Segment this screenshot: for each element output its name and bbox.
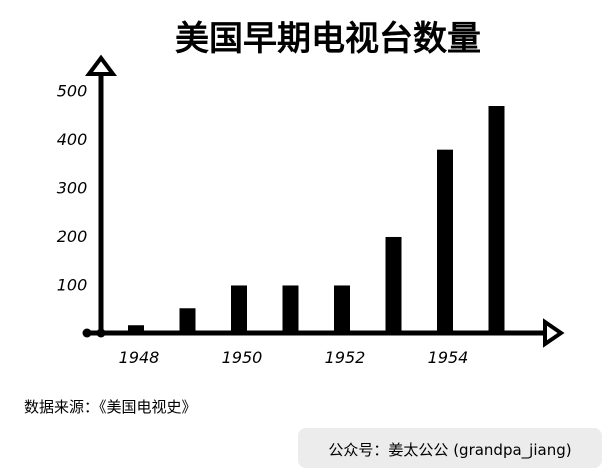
axes: [82, 54, 565, 348]
y-tick-label: 500: [57, 82, 88, 101]
bar-1953: [385, 236, 402, 333]
y-tick-label: 200: [57, 227, 88, 246]
x-tick-label: 1950: [222, 348, 263, 367]
bar-1954: [437, 149, 453, 333]
bar-1951: [282, 285, 299, 333]
x-tick-labels: 1948 1950 1952 1954: [119, 348, 469, 367]
axis-origin-dot: [82, 328, 92, 338]
bar-1955: [488, 106, 505, 334]
credit-box: [298, 428, 602, 468]
y-tick-label: 100: [57, 276, 88, 295]
y-axis-arrowhead: [85, 54, 117, 76]
y-tick-labels: 100 200 300 400 500: [57, 82, 88, 295]
data-source-note: 数据来源：《美国电视史》: [24, 398, 197, 416]
chart-title: 美国早期电视台数量: [175, 19, 481, 59]
bar-1949: [179, 308, 196, 333]
bar-1952: [334, 285, 350, 333]
x-tick-label: 1948: [119, 348, 160, 367]
x-tick-label: 1954: [428, 348, 469, 367]
x-axis-arrowhead: [543, 318, 565, 348]
axis-origin-dot: [96, 328, 106, 338]
bars: [128, 106, 505, 334]
y-tick-label: 400: [57, 130, 88, 149]
bar-1950: [231, 285, 247, 333]
x-tick-label: 1952: [325, 348, 366, 367]
bar-1948: [128, 325, 144, 333]
credit-text: 公众号：姜太公公 (grandpa_jiang): [328, 441, 571, 460]
y-tick-label: 300: [57, 179, 88, 198]
